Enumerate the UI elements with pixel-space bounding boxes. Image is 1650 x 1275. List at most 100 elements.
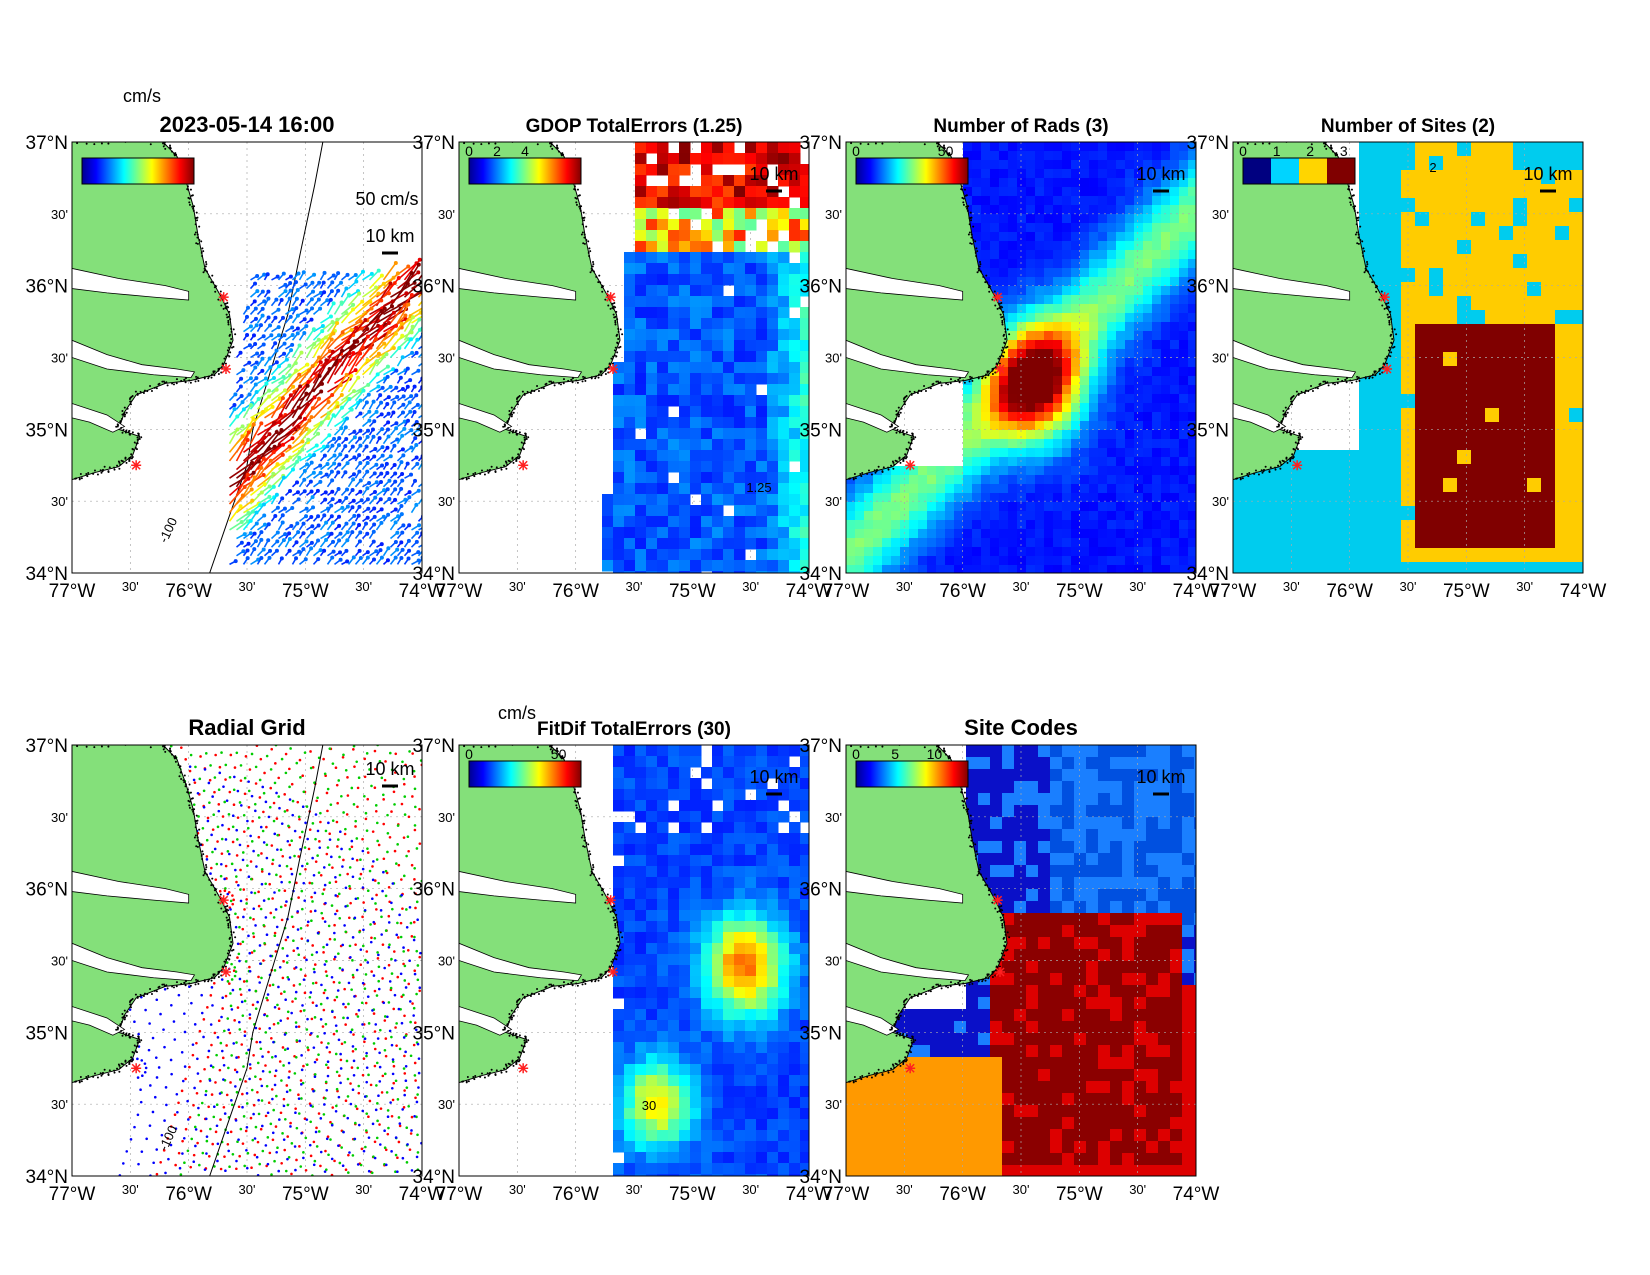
current-vector-head bbox=[320, 324, 325, 329]
heatmap-cell bbox=[624, 439, 636, 451]
coast-dot bbox=[907, 441, 910, 444]
current-vector-head bbox=[275, 462, 280, 467]
heatmap-cell bbox=[712, 428, 724, 440]
heatmap-cell bbox=[734, 505, 746, 517]
heatmap-cell bbox=[1457, 436, 1472, 451]
current-vector-head bbox=[235, 414, 240, 419]
heatmap-cell bbox=[981, 448, 991, 458]
current-vector-head bbox=[332, 461, 337, 466]
current-vector-head bbox=[328, 314, 333, 319]
heatmap-cell bbox=[1457, 254, 1472, 269]
current-vector-head bbox=[255, 289, 260, 294]
lat-tick-label: 35°N bbox=[26, 420, 68, 441]
heatmap-cell bbox=[981, 493, 991, 503]
current-vector bbox=[369, 292, 390, 307]
heatmap-cell bbox=[734, 395, 746, 407]
heatmap-cell bbox=[1415, 184, 1430, 199]
heatmap-cell bbox=[1134, 439, 1144, 449]
heatmap-cell bbox=[1401, 450, 1416, 465]
heatmap-cell bbox=[1071, 196, 1081, 206]
current-vector-head bbox=[319, 389, 324, 394]
heatmap-cell bbox=[1026, 430, 1036, 440]
lon-tick-label: 30' bbox=[509, 579, 526, 594]
heatmap-cell bbox=[1179, 547, 1189, 557]
heatmap-cell bbox=[1443, 212, 1458, 227]
heatmap-cell bbox=[679, 153, 691, 165]
heatmap-cell bbox=[1125, 376, 1135, 386]
heatmap-cell bbox=[1062, 466, 1072, 476]
heatmap-cell bbox=[1188, 286, 1196, 296]
current-vector-head bbox=[254, 390, 259, 395]
heatmap-cell bbox=[1044, 286, 1054, 296]
current-vector bbox=[347, 353, 361, 376]
current-vector-head bbox=[276, 333, 281, 338]
heatmap-cell bbox=[789, 549, 801, 561]
heatmap-cell bbox=[1098, 520, 1108, 530]
current-vector-head bbox=[306, 437, 311, 442]
current-vector-head bbox=[400, 447, 405, 452]
heatmap-cell bbox=[1116, 205, 1126, 215]
heatmap-cell bbox=[1499, 394, 1514, 409]
heatmap-cell bbox=[1179, 511, 1189, 521]
coast-dot bbox=[584, 379, 587, 382]
heatmap-cell bbox=[745, 219, 757, 231]
heatmap-cell bbox=[767, 351, 779, 363]
coast-dot bbox=[583, 376, 586, 379]
heatmap-cell bbox=[1044, 268, 1054, 278]
heatmap-cell bbox=[981, 241, 991, 251]
heatmap-cell bbox=[990, 421, 1000, 431]
heatmap-cell bbox=[1387, 226, 1402, 241]
heatmap-cell bbox=[981, 466, 991, 476]
heatmap-cell bbox=[1303, 450, 1318, 465]
heatmap-cell bbox=[778, 516, 790, 528]
heatmap-cell bbox=[1044, 547, 1054, 557]
current-vector-head bbox=[369, 271, 374, 276]
current-vector bbox=[354, 390, 365, 402]
current-vector bbox=[278, 374, 291, 385]
current-vector-head bbox=[288, 274, 293, 279]
heatmap-cell bbox=[1443, 296, 1458, 311]
current-vector-head bbox=[368, 299, 373, 304]
current-vector-head bbox=[414, 455, 419, 460]
current-vector-head bbox=[391, 410, 396, 415]
current-vector-head bbox=[326, 399, 331, 404]
current-vector-head bbox=[329, 514, 334, 519]
coast-dot bbox=[227, 321, 230, 324]
heatmap-cell bbox=[954, 547, 964, 557]
coast-dot bbox=[581, 223, 584, 226]
heatmap-cell bbox=[1026, 358, 1036, 368]
heatmap-cell bbox=[1125, 331, 1135, 341]
heatmap-cell bbox=[1429, 282, 1444, 297]
current-vector-head bbox=[323, 497, 328, 502]
coast-dot bbox=[570, 378, 573, 381]
current-vector-head bbox=[287, 489, 292, 494]
heatmap-cell bbox=[909, 511, 919, 521]
heatmap-cell bbox=[1415, 380, 1430, 395]
current-vector-head bbox=[310, 530, 315, 535]
current-vector bbox=[249, 433, 270, 453]
coast-dot bbox=[503, 425, 506, 428]
heatmap-cell bbox=[873, 547, 883, 557]
heatmap-cell bbox=[999, 169, 1009, 179]
heatmap-cell bbox=[1443, 198, 1458, 213]
current-vector-head bbox=[339, 300, 344, 305]
heatmap-cell bbox=[891, 475, 901, 485]
lon-tick-label: 74°W bbox=[1173, 581, 1220, 602]
current-vector-head bbox=[365, 434, 370, 439]
heatmap-cell bbox=[981, 565, 991, 573]
current-vector-head bbox=[409, 428, 414, 433]
heatmap-cell bbox=[800, 362, 809, 374]
heatmap-cell bbox=[679, 538, 691, 550]
heatmap-cell bbox=[1071, 511, 1081, 521]
current-vector-head bbox=[372, 514, 377, 519]
coast-dot bbox=[960, 185, 963, 188]
current-vector-head bbox=[294, 368, 299, 373]
current-vector-head bbox=[272, 420, 277, 425]
heatmap-cell bbox=[800, 384, 809, 396]
coast-dot bbox=[977, 269, 980, 272]
heatmap-cell bbox=[1170, 268, 1180, 278]
heatmap-cell bbox=[1429, 212, 1444, 227]
heatmap-cell bbox=[723, 219, 735, 231]
heatmap-cell bbox=[679, 186, 691, 198]
site-mark-d2 bbox=[608, 364, 618, 374]
